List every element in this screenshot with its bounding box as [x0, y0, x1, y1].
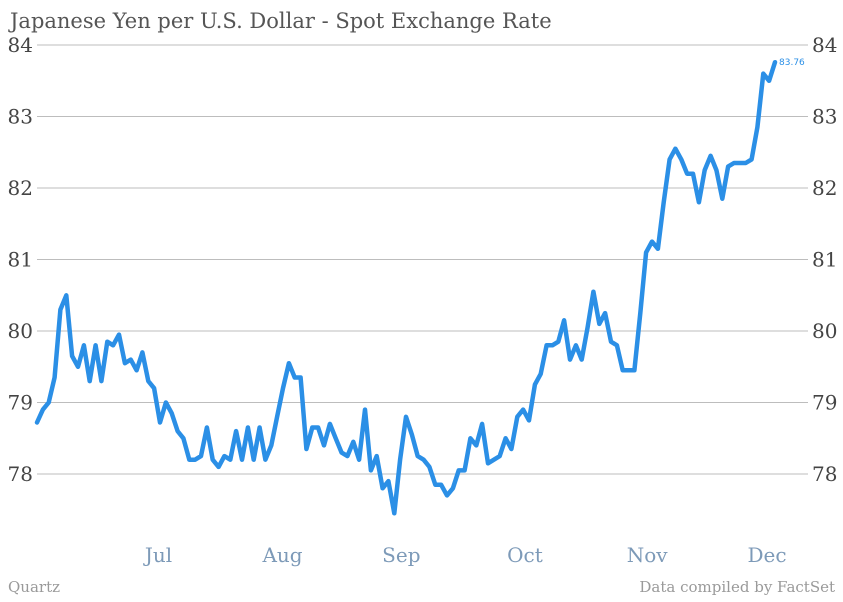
gridlines	[37, 44, 808, 475]
end-value-label: 83.76	[779, 58, 805, 68]
x-axis-ticks: Jul Aug Sep Oct Nov Dec	[143, 543, 787, 567]
footer-source-left: Quartz	[8, 578, 60, 596]
y-tick-label-left: 79	[8, 391, 33, 415]
x-tick-label: Dec	[747, 543, 786, 567]
y-tick-label-left: 78	[8, 462, 33, 486]
x-tick-label: Nov	[627, 543, 669, 567]
y-axis-ticks: 78 78 79 79 80 80 81 81 82 82 83 83 84 84	[8, 33, 838, 486]
y-tick-label-right: 83	[812, 105, 837, 129]
y-tick-label-left: 84	[8, 33, 33, 57]
y-tick-label-left: 83	[8, 105, 33, 129]
x-tick-label: Jul	[143, 543, 172, 567]
x-tick-label: Sep	[382, 543, 420, 567]
y-tick-label-right: 82	[812, 176, 837, 200]
y-tick-label-left: 81	[8, 248, 33, 272]
x-tick-label: Oct	[507, 543, 543, 567]
y-tick-label-right: 80	[812, 319, 837, 343]
y-tick-label-right: 81	[812, 248, 837, 272]
y-tick-label-left: 80	[8, 319, 33, 343]
x-tick-label: Aug	[261, 543, 302, 567]
y-tick-label-right: 78	[812, 462, 837, 486]
y-tick-label-left: 82	[8, 176, 33, 200]
y-tick-label-right: 79	[812, 391, 837, 415]
footer-source-right: Data compiled by FactSet	[639, 578, 835, 596]
y-tick-label-right: 84	[812, 33, 837, 57]
chart-title: Japanese Yen per U.S. Dollar - Spot Exch…	[8, 9, 552, 33]
series-line	[34, 59, 778, 516]
